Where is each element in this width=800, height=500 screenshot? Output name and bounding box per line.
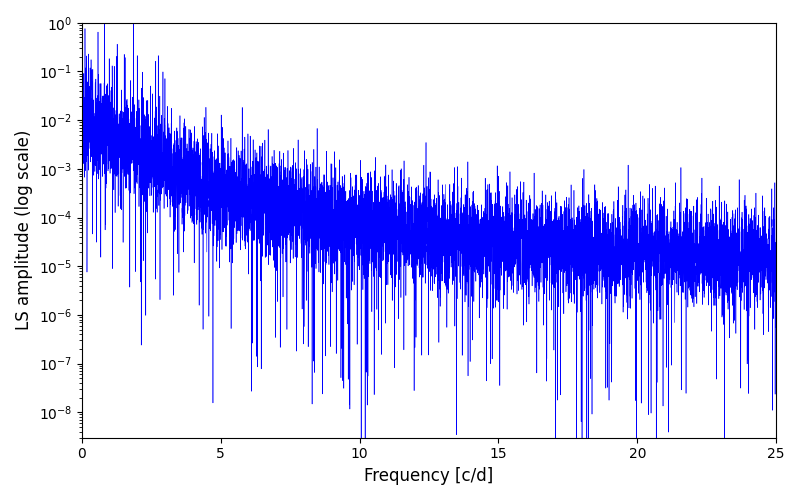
X-axis label: Frequency [c/d]: Frequency [c/d] [364,467,494,485]
Y-axis label: LS amplitude (log scale): LS amplitude (log scale) [15,130,33,330]
